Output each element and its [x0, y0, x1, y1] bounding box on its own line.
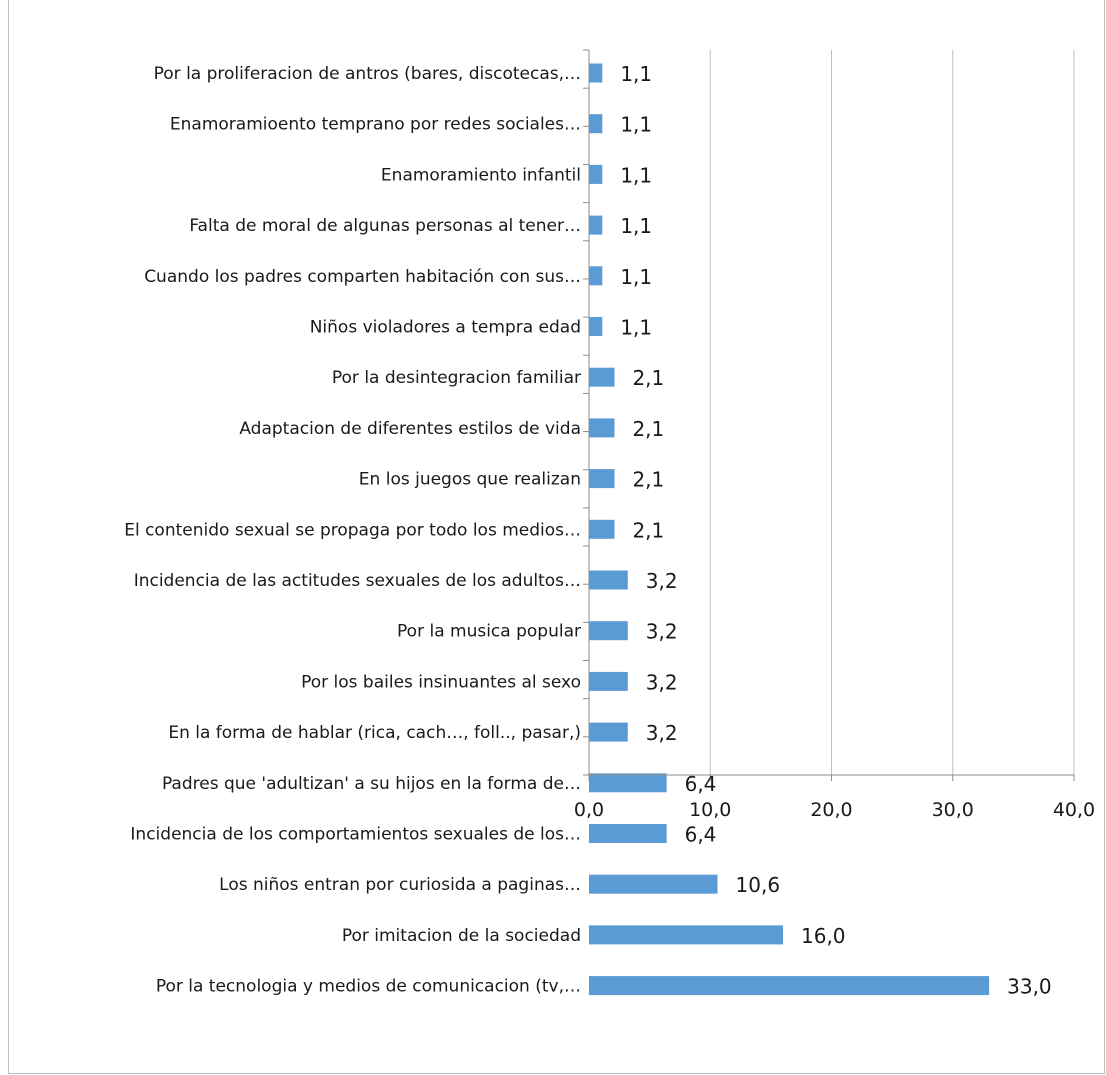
value-label: 2,1	[632, 366, 664, 390]
value-label: 3,2	[646, 721, 678, 745]
category-label: Por imitacion de la sociedad	[342, 926, 581, 946]
category-label: Por la musica popular	[397, 622, 581, 642]
chart-frame	[8, 0, 1105, 1074]
value-label: 6,4	[685, 772, 717, 796]
bar	[589, 976, 990, 996]
bar	[589, 266, 603, 286]
bar	[589, 925, 783, 945]
category-label: Incidencia de los comportamientos sexual…	[130, 825, 581, 845]
value-label: 6,4	[685, 823, 717, 847]
labels: 0,0 10,0 20,0 30,0 40,0 Por la proliferacion …	[124, 62, 1095, 999]
value-label: 1,1	[620, 214, 652, 238]
bar	[589, 418, 615, 438]
x-tick-label: 10,0	[689, 799, 731, 821]
category-label: Padres que 'adultizan' a su hijos en la …	[162, 774, 581, 794]
value-label: 1,1	[620, 163, 652, 187]
bar	[589, 317, 603, 336]
value-label: 3,2	[646, 569, 678, 593]
bar	[589, 671, 628, 691]
value-label: 2,1	[632, 417, 664, 441]
x-tick-label: 20,0	[810, 799, 852, 821]
category-label: Por los bailes insinuantes al sexo	[301, 672, 581, 692]
value-label: 1,1	[620, 265, 652, 289]
gridlines	[709, 50, 1075, 775]
category-label: Incidencia de las actitudes sexuales de …	[134, 571, 581, 591]
category-label: En la forma de hablar (rica, cach…, foll…	[168, 723, 581, 743]
value-label: 1,1	[620, 316, 652, 340]
bar	[589, 824, 667, 843]
category-label: El contenido sexual se propaga por todo …	[124, 520, 581, 540]
bar	[589, 164, 603, 184]
value-label: 1,1	[620, 62, 652, 86]
value-label: 16,0	[801, 924, 846, 948]
category-label: Enamoramioento temprano por redes social…	[170, 115, 581, 135]
value-label: 2,1	[632, 518, 664, 542]
value-label: 3,2	[646, 620, 678, 644]
value-label: 10,6	[736, 873, 781, 897]
category-label: Por la tecnologia y medios de comunicaci…	[156, 977, 581, 997]
bar	[589, 63, 603, 83]
category-label: Enamoramiento infantil	[381, 165, 581, 185]
category-label: Cuando los padres comparten habitación c…	[144, 267, 581, 287]
bar	[589, 570, 628, 590]
value-label: 2,1	[632, 468, 664, 492]
bar	[589, 722, 628, 742]
category-label: Por la desintegracion familiar	[332, 368, 581, 388]
bar	[589, 367, 615, 387]
axes	[583, 49, 1075, 781]
category-label: Adaptacion de diferentes estilos de vida	[239, 419, 581, 439]
value-label: 1,1	[620, 113, 652, 137]
value-label: 33,0	[1007, 975, 1052, 999]
x-tick-label: 30,0	[932, 799, 974, 821]
bar	[589, 773, 667, 793]
bar	[589, 621, 628, 641]
x-tick-label: 40,0	[1053, 799, 1095, 821]
category-label: Niños violadores a tempra edad	[310, 318, 581, 338]
category-label: Por la proliferacion de antros (bares, d…	[154, 64, 581, 84]
category-label: Los niños entran por curiosida a paginas…	[219, 875, 581, 895]
category-label: Falta de moral de algunas personas al te…	[189, 216, 581, 236]
bars	[589, 63, 990, 996]
bar	[589, 469, 615, 489]
bar	[589, 215, 603, 235]
category-label: En los juegos que realizan	[359, 470, 581, 490]
bar	[589, 114, 603, 134]
x-tick-label: 0,0	[574, 799, 604, 821]
value-label: 3,2	[646, 670, 678, 694]
bar	[589, 874, 718, 894]
bar	[589, 519, 615, 539]
